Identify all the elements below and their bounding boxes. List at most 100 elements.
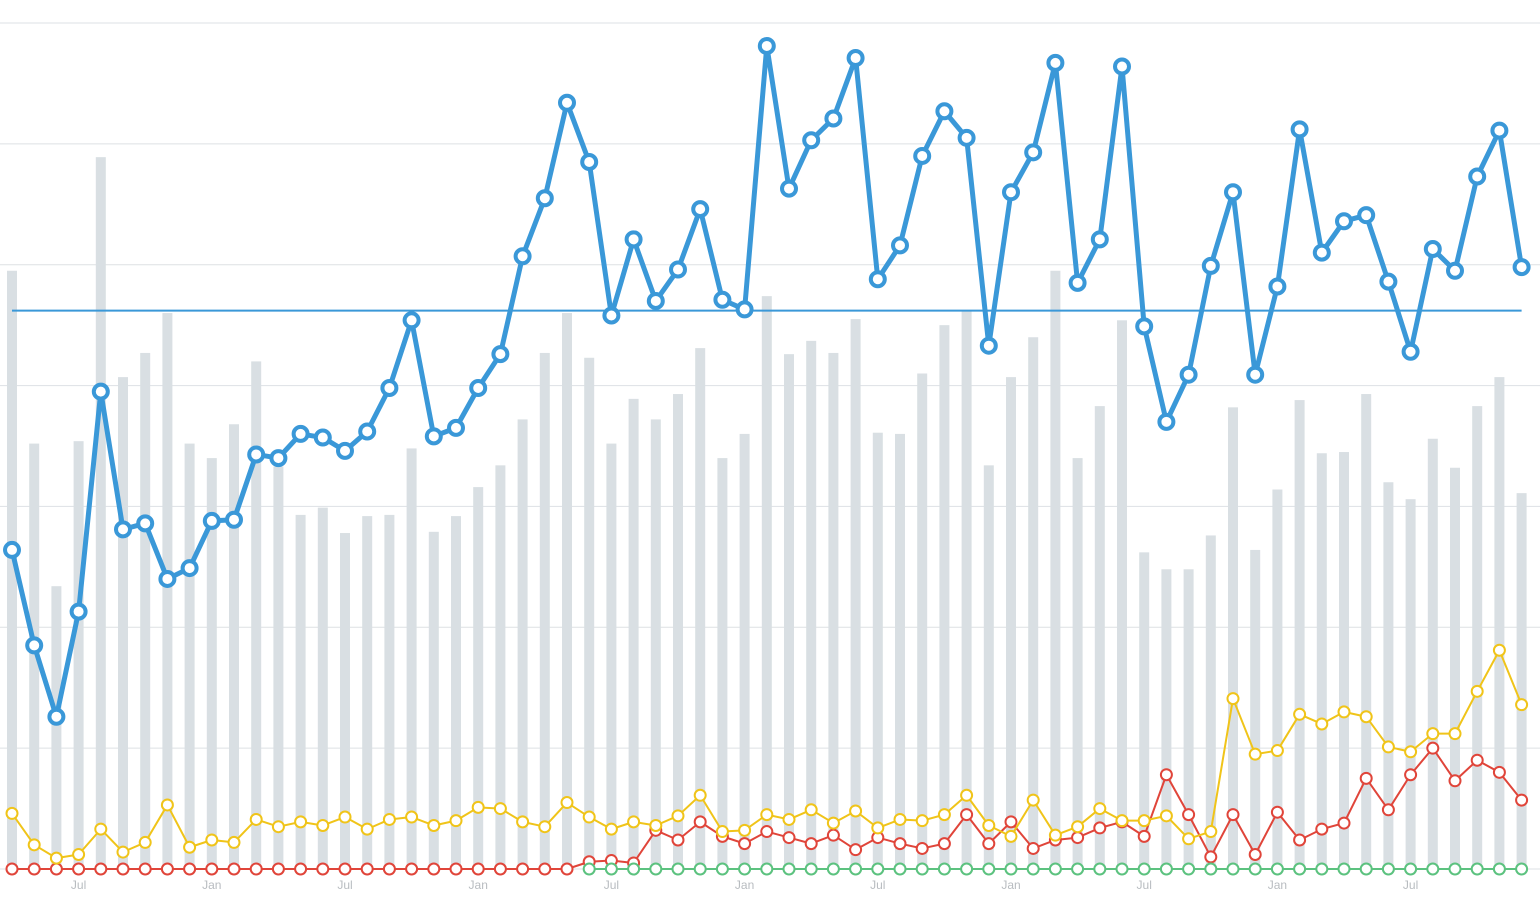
point <box>1492 643 1506 657</box>
point <box>1359 862 1373 876</box>
point <box>1004 829 1018 843</box>
point <box>1179 365 1198 384</box>
bar <box>1516 493 1527 869</box>
point <box>1290 120 1309 139</box>
point <box>627 862 641 876</box>
point <box>1137 814 1151 828</box>
point <box>957 128 976 147</box>
point <box>1293 862 1307 876</box>
bar <box>273 466 284 869</box>
bar <box>1250 549 1261 869</box>
point <box>227 862 241 876</box>
point <box>1224 183 1242 202</box>
x-tick-label: Jul <box>1137 878 1152 892</box>
point <box>1359 710 1373 724</box>
point <box>624 230 643 249</box>
point <box>1026 793 1040 807</box>
bar <box>606 443 617 869</box>
point <box>646 291 665 310</box>
point <box>713 290 732 309</box>
point <box>225 510 243 529</box>
point <box>1337 705 1351 719</box>
point <box>1337 816 1351 830</box>
point <box>1448 774 1462 788</box>
point <box>469 378 488 397</box>
bar <box>1028 337 1039 869</box>
point <box>294 815 308 829</box>
point <box>1270 862 1284 876</box>
point <box>205 833 219 847</box>
point <box>1159 862 1173 876</box>
point <box>360 862 374 876</box>
point <box>1448 727 1462 741</box>
point <box>1204 850 1218 864</box>
point <box>1315 862 1329 876</box>
point <box>960 862 974 876</box>
point <box>405 810 419 824</box>
bar <box>51 586 62 869</box>
point <box>846 49 865 68</box>
bar <box>761 296 772 869</box>
point <box>405 862 419 876</box>
point <box>1268 277 1287 296</box>
bar <box>1117 320 1127 869</box>
bar <box>650 419 661 869</box>
bar <box>1072 458 1083 869</box>
point <box>669 260 687 279</box>
bar <box>495 465 506 869</box>
x-tick-label: Jul <box>1403 878 1418 892</box>
bar <box>140 352 151 869</box>
x-tick-label: Jul <box>71 878 86 892</box>
point <box>516 815 530 829</box>
bar <box>451 516 461 869</box>
point <box>715 825 729 839</box>
point <box>1113 57 1131 76</box>
point <box>1404 745 1418 759</box>
bar <box>1205 535 1216 869</box>
point <box>535 189 554 208</box>
point <box>735 300 754 319</box>
point <box>893 812 907 826</box>
bar <box>517 419 528 869</box>
point <box>1226 862 1240 876</box>
bar <box>384 514 395 869</box>
point <box>138 862 152 876</box>
x-tick-label: Jul <box>337 878 352 892</box>
point <box>671 833 685 847</box>
point <box>493 802 507 816</box>
point <box>893 862 907 876</box>
point <box>1315 822 1329 836</box>
point <box>358 422 377 441</box>
point <box>114 520 132 539</box>
point <box>1468 167 1487 186</box>
point <box>1137 862 1151 876</box>
point <box>693 815 707 829</box>
point <box>1024 143 1043 162</box>
point <box>316 818 330 832</box>
point <box>937 837 951 851</box>
point <box>582 862 596 876</box>
bar <box>1006 377 1016 869</box>
point <box>893 837 907 851</box>
bar <box>1361 394 1372 869</box>
point <box>1071 820 1085 834</box>
point <box>1512 258 1531 277</box>
point <box>1048 862 1062 876</box>
point <box>1182 832 1196 846</box>
point <box>1312 243 1331 262</box>
bar <box>1494 377 1505 869</box>
point <box>913 146 932 165</box>
point <box>360 822 374 836</box>
bar <box>206 458 217 869</box>
point <box>338 810 352 824</box>
bar <box>1427 438 1438 869</box>
bar <box>828 352 839 869</box>
point <box>271 820 285 834</box>
point <box>160 862 174 876</box>
point <box>3 540 21 559</box>
x-tick-label: Jan <box>469 878 488 892</box>
point <box>538 862 552 876</box>
point <box>804 803 818 817</box>
point <box>935 102 954 121</box>
